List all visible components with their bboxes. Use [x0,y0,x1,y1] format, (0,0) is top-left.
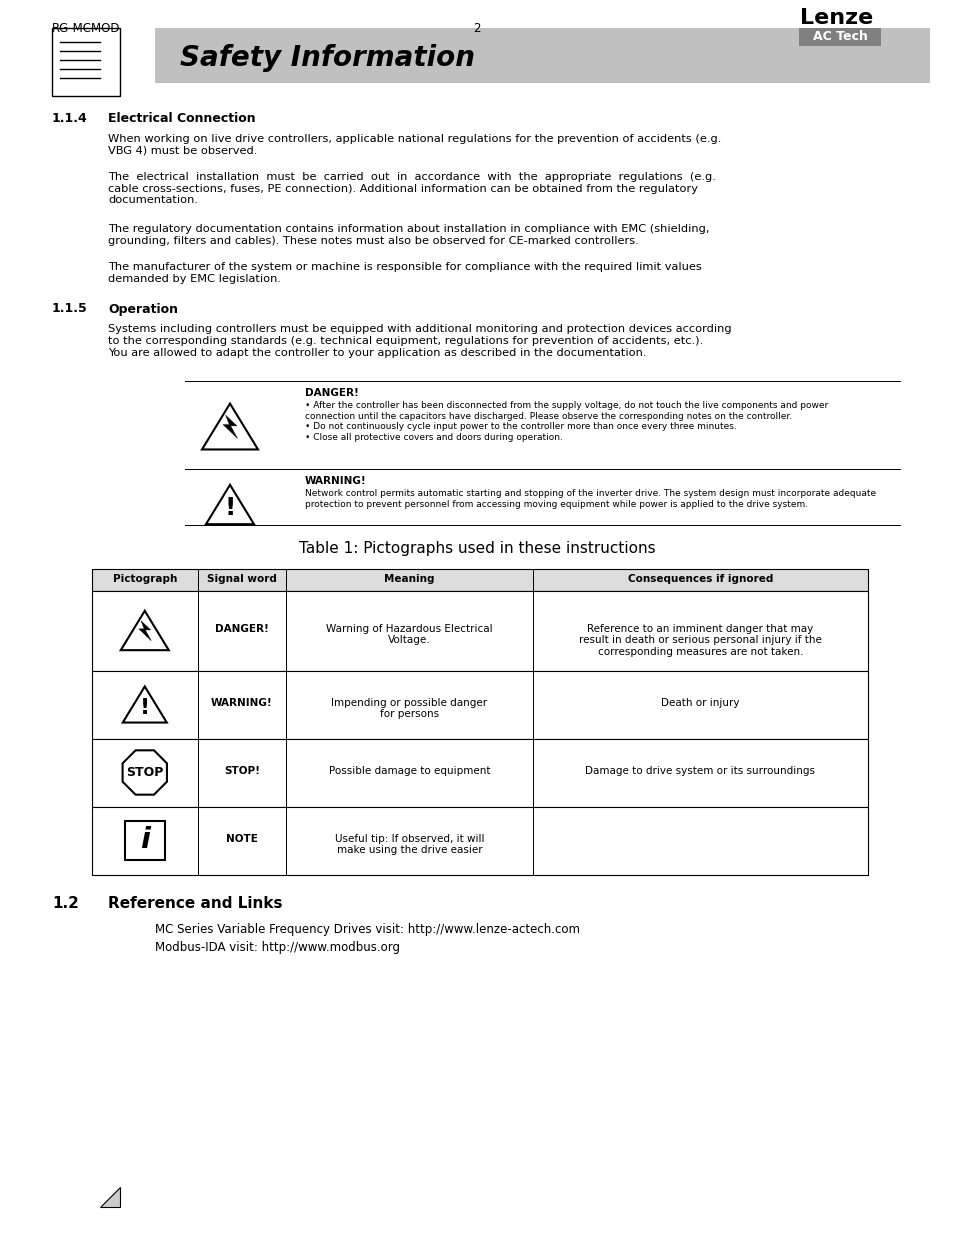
Text: MC Series Variable Frequency Drives visit: http://www.lenze-actech.com: MC Series Variable Frequency Drives visi… [154,923,579,935]
Text: Lenze: Lenze [800,7,872,28]
Polygon shape [100,1187,120,1207]
Text: Systems including controllers must be equipped with additional monitoring and pr: Systems including controllers must be eq… [108,325,731,358]
Text: 2: 2 [473,21,480,35]
Polygon shape [202,404,257,450]
Bar [91,806,867,874]
Text: Pictograph: Pictograph [112,573,176,583]
Polygon shape [139,621,152,641]
Text: !: ! [139,698,150,718]
Text: Modbus-IDA visit: http://www.modbus.org: Modbus-IDA visit: http://www.modbus.org [154,941,399,955]
Text: DANGER!: DANGER! [305,389,358,399]
Text: When working on live drive controllers, applicable national regulations for the : When working on live drive controllers, … [108,135,720,156]
Bar [52,28,120,96]
Text: Table 1: Pictographs used in these instructions: Table 1: Pictographs used in these instr… [298,541,655,556]
Text: Useful tip: If observed, it will
make using the drive easier: Useful tip: If observed, it will make us… [335,834,483,855]
Text: NOTE: NOTE [226,834,257,844]
Text: Consequences if ignored: Consequences if ignored [627,573,772,583]
Text: The manufacturer of the system or machine is responsible for compliance with the: The manufacturer of the system or machin… [108,263,701,284]
Text: The regulatory documentation contains information about installation in complian: The regulatory documentation contains in… [108,225,709,246]
Text: Operation: Operation [108,303,178,315]
Text: Safety Information: Safety Information [180,44,475,72]
Text: RG-MCMOD: RG-MCMOD [52,21,120,35]
Text: Death or injury: Death or injury [660,698,739,708]
Text: i: i [140,826,150,855]
Text: Damage to drive system or its surroundings: Damage to drive system or its surroundin… [585,766,815,776]
Bar [154,28,929,83]
Bar [91,739,867,806]
Text: !: ! [224,496,235,520]
Polygon shape [121,611,169,650]
Polygon shape [223,415,237,438]
Text: Impending or possible danger
for persons: Impending or possible danger for persons [331,698,487,719]
Text: Possible damage to equipment: Possible damage to equipment [328,766,490,776]
Text: Signal word: Signal word [207,573,276,583]
Text: • After the controller has been disconnected from the supply voltage, do not tou: • After the controller has been disconne… [305,401,827,442]
Text: WARNING!: WARNING! [305,477,366,487]
Text: Reference and Links: Reference and Links [108,897,282,911]
Text: Reference to an imminent danger that may
result in death or serious personal inj: Reference to an imminent danger that may… [578,624,821,657]
Text: AC Tech: AC Tech [812,31,866,43]
Text: STOP!: STOP! [224,766,259,776]
Bar [799,28,880,46]
Polygon shape [123,687,167,722]
Polygon shape [123,751,167,794]
Text: Warning of Hazardous Electrical
Voltage.: Warning of Hazardous Electrical Voltage. [326,624,492,645]
Bar [91,568,867,590]
Text: Electrical Connection: Electrical Connection [108,112,255,125]
Text: Network control permits automatic starting and stopping of the inverter drive. T: Network control permits automatic starti… [305,489,875,509]
Polygon shape [206,485,253,524]
Text: WARNING!: WARNING! [211,698,273,708]
Text: 1.1.5: 1.1.5 [52,303,88,315]
Text: 1.2: 1.2 [52,897,79,911]
Bar [125,821,165,861]
Bar [91,590,867,671]
Text: The  electrical  installation  must  be  carried  out  in  accordance  with  the: The electrical installation must be carr… [108,172,715,205]
Text: STOP: STOP [126,766,163,779]
Bar [91,671,867,739]
Text: DANGER!: DANGER! [214,624,269,634]
Text: 1.1.4: 1.1.4 [52,112,88,125]
Text: Meaning: Meaning [384,573,435,583]
